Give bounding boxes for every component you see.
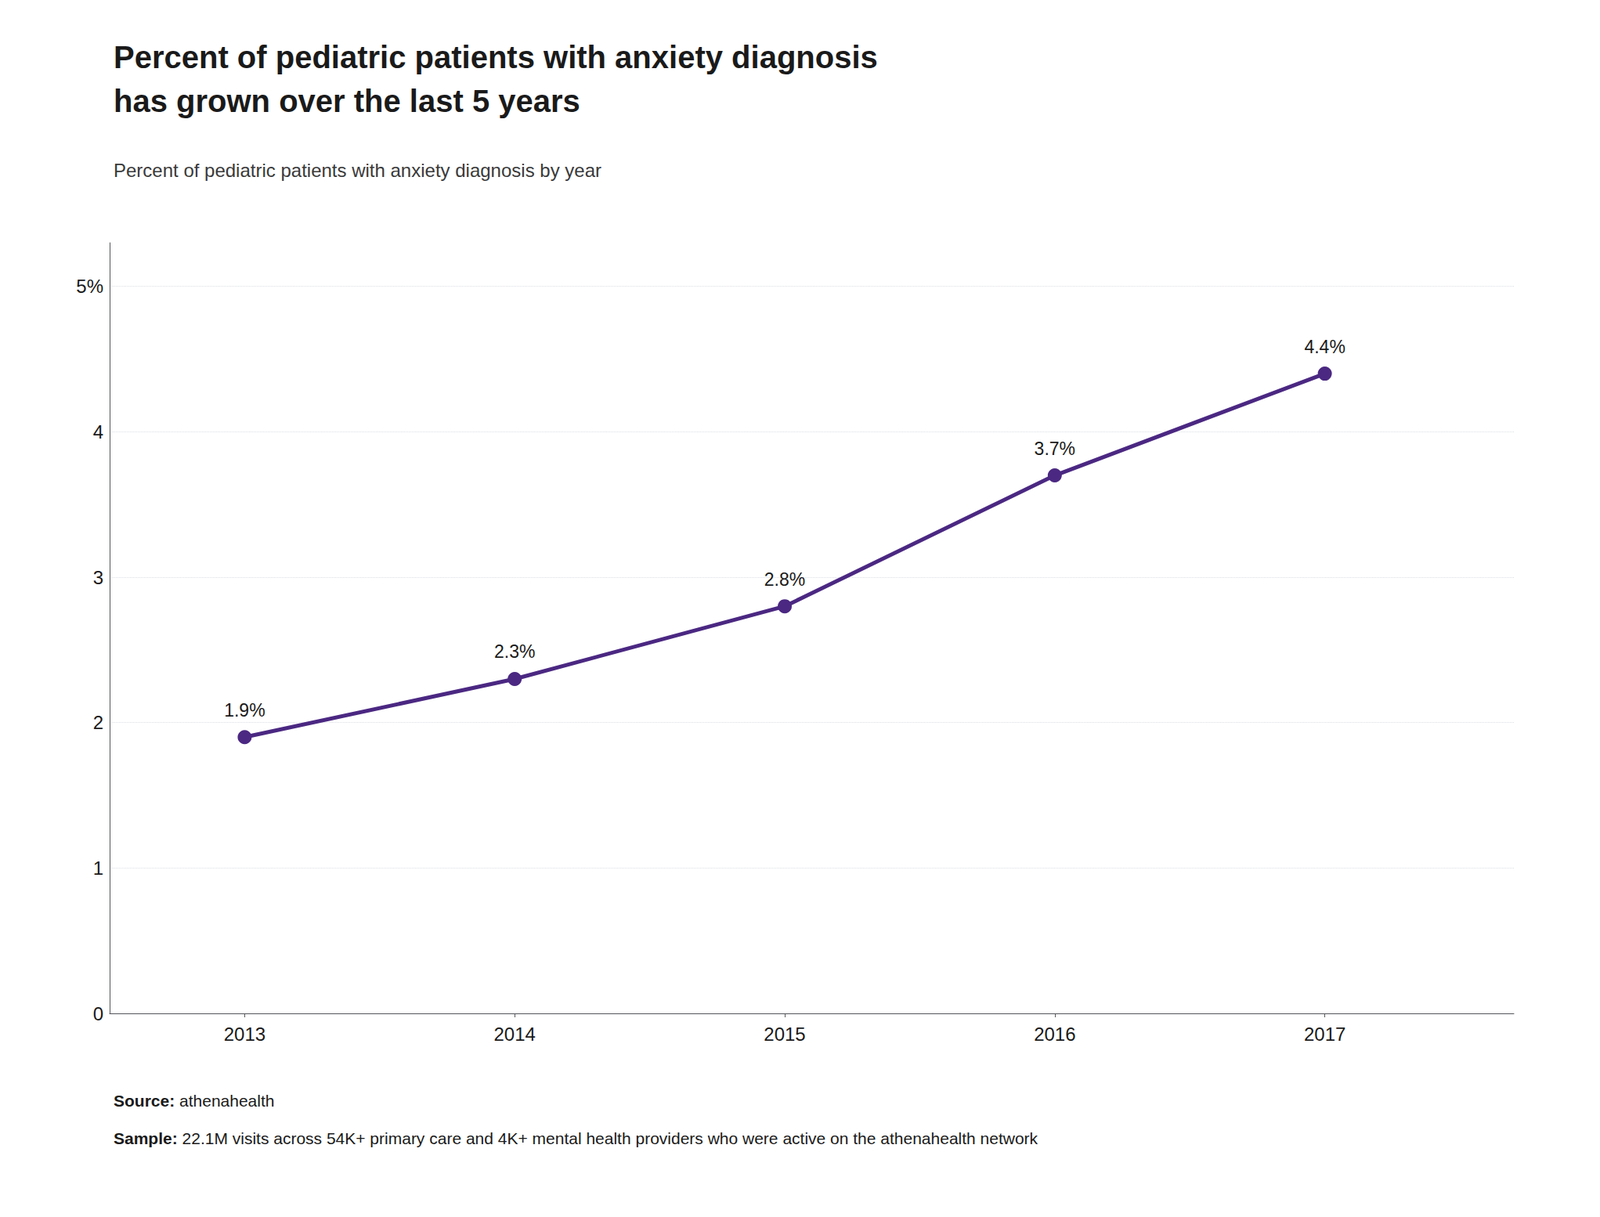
- svg-text:2.3%: 2.3%: [494, 641, 535, 662]
- svg-text:2015: 2015: [763, 1023, 806, 1045]
- svg-text:0: 0: [93, 1003, 104, 1025]
- svg-text:2016: 2016: [1033, 1023, 1076, 1045]
- svg-text:4.4%: 4.4%: [1303, 336, 1345, 358]
- svg-text:22.1M visits across 54K+ prima: 22.1M visits across 54K+ primary care an…: [177, 1129, 1039, 1148]
- svg-text:1: 1: [93, 857, 104, 879]
- svg-text:Percent of pediatric patients: Percent of pediatric patients with anxie…: [113, 39, 878, 75]
- svg-text:3.7%: 3.7%: [1034, 438, 1076, 459]
- svg-text:Sample:: Sample:: [113, 1129, 178, 1148]
- svg-text:3: 3: [93, 567, 104, 589]
- svg-text:athenahealth: athenahealth: [174, 1091, 275, 1110]
- svg-text:2014: 2014: [494, 1023, 536, 1045]
- svg-text:2017: 2017: [1303, 1023, 1346, 1045]
- svg-text:2013: 2013: [223, 1023, 266, 1045]
- svg-text:5%: 5%: [75, 275, 104, 297]
- svg-text:2: 2: [93, 711, 104, 734]
- svg-text:Percent of pediatric patients: Percent of pediatric patients with anxie…: [113, 159, 602, 181]
- svg-text:Source:: Source:: [113, 1091, 175, 1110]
- svg-text:1.9%: 1.9%: [223, 700, 265, 721]
- svg-text:has grown over the last 5 year: has grown over the last 5 years: [113, 83, 581, 119]
- svg-text:2.8%: 2.8%: [764, 569, 806, 590]
- svg-text:4: 4: [93, 421, 104, 443]
